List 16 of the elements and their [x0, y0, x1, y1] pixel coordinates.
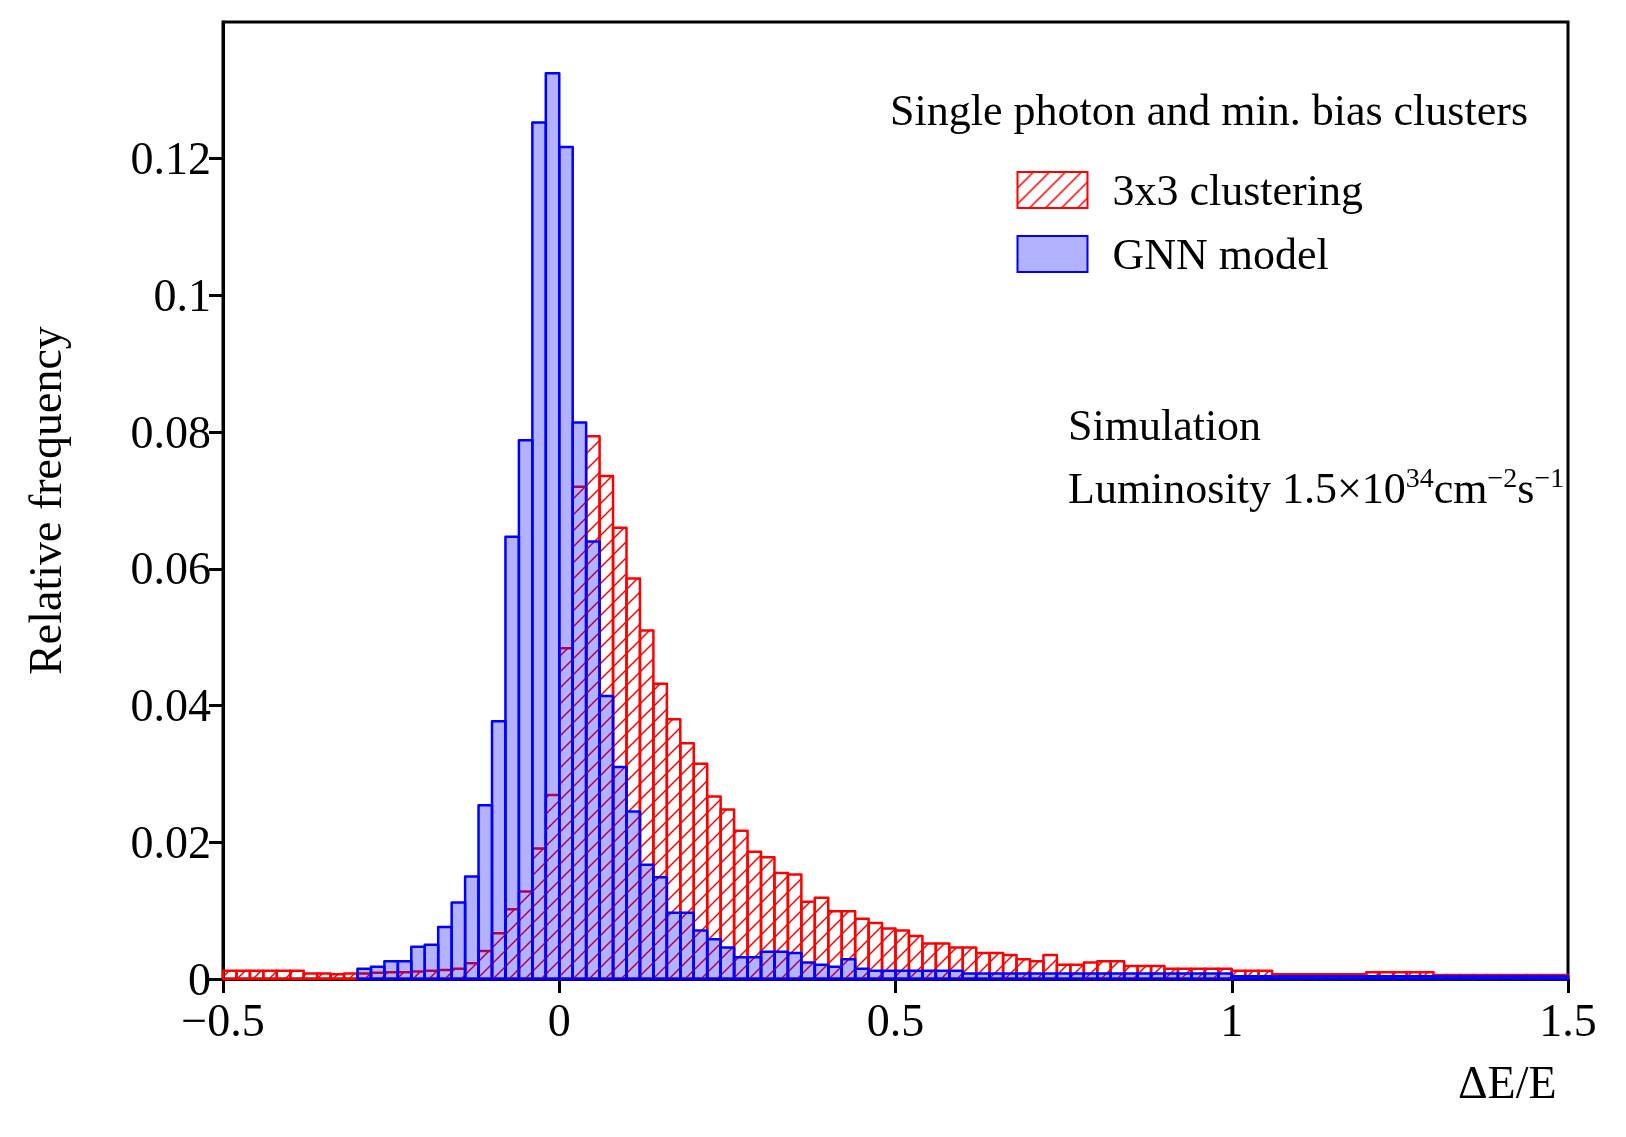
x-tick-label: 0.5	[866, 994, 925, 1046]
legend-label: 3x3 clustering	[1112, 165, 1364, 215]
annotation: Simulation	[1068, 400, 1262, 450]
y-tick-label: 0.1	[153, 269, 211, 321]
x-axis-title: ΔE/E	[1458, 1056, 1557, 1108]
x-tick-label: 1.5	[1539, 994, 1597, 1046]
y-tick-label: 0.12	[130, 133, 211, 185]
x-tick-label: 1	[1220, 994, 1244, 1046]
y-tick-label: 0.04	[130, 680, 211, 732]
x-tick-label: 0	[547, 994, 571, 1046]
y-tick-label: 0.06	[130, 543, 211, 595]
y-tick-label: 0.02	[130, 816, 211, 868]
legend-title: Single photon and min. bias clusters	[890, 85, 1528, 135]
y-tick-label: 0.08	[130, 406, 211, 458]
legend-label: GNN model	[1112, 229, 1329, 279]
y-axis-title: Relative frequency	[19, 326, 71, 675]
